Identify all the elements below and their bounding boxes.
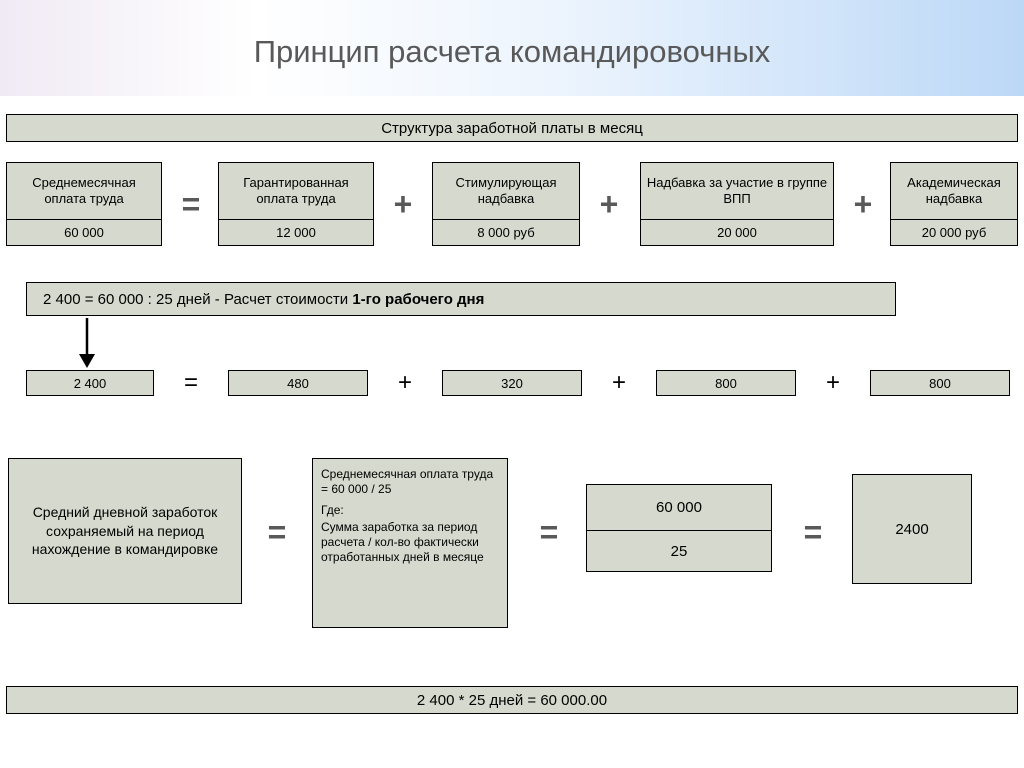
formula-bot: Сумма заработка за период расчета / кол-… <box>321 520 499 565</box>
comp-avg: Среднемесячная оплата труда 60 000 <box>6 162 162 246</box>
page-title: Принцип расчета командировочных <box>254 34 771 70</box>
op-plus-1: + <box>388 184 418 224</box>
comp-guar-value: 12 000 <box>219 219 373 245</box>
comp-stim: Стимулирующая надбавка 8 000 руб <box>432 162 580 246</box>
op-eq-2: = <box>178 370 204 396</box>
op-plus-4: + <box>392 370 418 396</box>
op-plus-5: + <box>606 370 632 396</box>
comp-vpp: Надбавка за участие в группе ВПП 20 000 <box>640 162 834 246</box>
formula-mid: Где: <box>321 503 499 518</box>
comp-avg-label: Среднемесячная оплата труда <box>7 163 161 219</box>
box-formula-note: Среднемесячная оплата труда = 60 000 / 2… <box>312 458 508 628</box>
comp-avg-value: 60 000 <box>7 219 161 245</box>
day-cost-text: 2 400 = 60 000 : 25 дней - Расчет стоимо… <box>43 291 484 308</box>
comp-stim-value: 8 000 руб <box>433 219 579 245</box>
cell-v4: 800 <box>656 370 796 396</box>
fraction-bot: 25 <box>587 530 771 572</box>
bar-day-cost: 2 400 = 60 000 : 25 дней - Расчет стоимо… <box>26 282 896 316</box>
op-eq-4: = <box>534 512 564 552</box>
comp-acad-value: 20 000 руб <box>891 219 1017 245</box>
op-plus-2: + <box>594 184 624 224</box>
comp-guar-label: Гарантированная оплата труда <box>219 163 373 219</box>
formula-top: Среднемесячная оплата труда = 60 000 / 2… <box>321 467 499 497</box>
comp-vpp-value: 20 000 <box>641 219 833 245</box>
fraction-top: 60 000 <box>587 485 771 530</box>
op-eq-3: = <box>262 512 292 552</box>
cell-v3: 320 <box>442 370 582 396</box>
cell-v1: 2 400 <box>26 370 154 396</box>
cell-v5: 800 <box>870 370 1010 396</box>
comp-guar: Гарантированная оплата труда 12 000 <box>218 162 374 246</box>
fraction-box: 60 000 25 <box>586 484 772 572</box>
cell-v2: 480 <box>228 370 368 396</box>
bar-final: 2 400 * 25 дней = 60 000.00 <box>6 686 1018 714</box>
bar-salary-structure: Структура заработной платы в месяц <box>6 114 1018 142</box>
op-plus-3: + <box>848 184 878 224</box>
comp-stim-label: Стимулирующая надбавка <box>433 163 579 219</box>
op-plus-6: + <box>820 370 846 396</box>
comp-acad-label: Академическая надбавка <box>891 163 1017 219</box>
op-eq-5: = <box>798 512 828 552</box>
comp-acad: Академическая надбавка 20 000 руб <box>890 162 1018 246</box>
box-result: 2400 <box>852 474 972 584</box>
comp-vpp-label: Надбавка за участие в группе ВПП <box>641 163 833 219</box>
arrow-down-icon <box>75 318 99 370</box>
box-avg-daily-text: Средний дневной заработок сохраняемый на… <box>8 458 242 604</box>
header-band: Принцип расчета командировочных <box>0 0 1024 96</box>
op-eq-1: = <box>176 184 206 224</box>
diagram-canvas: Структура заработной платы в месяц Средн… <box>0 96 1024 768</box>
